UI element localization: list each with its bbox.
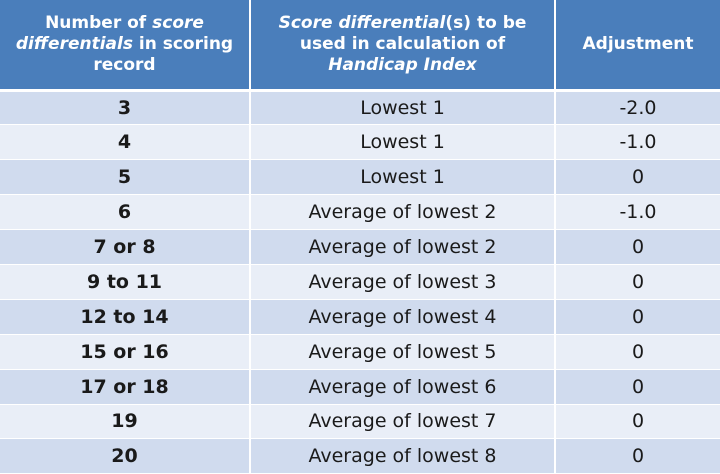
cell-used: Average of lowest 5 <box>250 334 556 370</box>
cell-count: 17 or 18 <box>0 369 251 405</box>
cell-count: 7 or 8 <box>0 229 251 265</box>
cell-count: 20 <box>0 438 251 474</box>
cell-adjustment: 0 <box>555 334 720 370</box>
cell-adjustment: 0 <box>555 159 720 196</box>
cell-used: Average of lowest 7 <box>250 404 556 440</box>
cell-adjustment: 0 <box>555 264 720 300</box>
table-row: 6 Average of lowest 2 -1.0 <box>0 194 720 231</box>
cell-used: Average of lowest 8 <box>250 438 556 474</box>
cell-used: Lowest 1 <box>250 90 556 126</box>
cell-count: 9 to 11 <box>0 264 251 300</box>
cell-used: Average of lowest 4 <box>250 299 556 335</box>
header-score-differential-count: Number of score differentials in scoring… <box>0 0 251 92</box>
header-adjustment: Adjustment <box>555 0 720 92</box>
cell-adjustment: -1.0 <box>555 124 720 161</box>
cell-count: 19 <box>0 404 251 440</box>
table-row: 4 Lowest 1 -1.0 <box>0 124 720 161</box>
cell-used: Average of lowest 6 <box>250 369 556 405</box>
cell-adjustment: 0 <box>555 299 720 335</box>
header-row: Number of score differentials in scoring… <box>0 0 720 92</box>
cell-used: Lowest 1 <box>250 124 556 161</box>
cell-count: 15 or 16 <box>0 334 251 370</box>
cell-count: 12 to 14 <box>0 299 251 335</box>
cell-used: Average of lowest 2 <box>250 194 556 231</box>
cell-adjustment: 0 <box>555 369 720 405</box>
cell-count: 3 <box>0 90 251 126</box>
cell-adjustment: 0 <box>555 438 720 474</box>
cell-count: 4 <box>0 124 251 161</box>
cell-adjustment: 0 <box>555 404 720 440</box>
cell-count: 5 <box>0 159 251 196</box>
cell-used: Average of lowest 3 <box>250 264 556 300</box>
cell-adjustment: 0 <box>555 229 720 265</box>
table-row: 3 Lowest 1 -2.0 <box>0 90 720 126</box>
table-header: Number of score differentials in scoring… <box>0 0 720 92</box>
cell-adjustment: -1.0 <box>555 194 720 231</box>
cell-used: Lowest 1 <box>250 159 556 196</box>
header-differentials-used: Score differential(s) to be used in calc… <box>250 0 556 92</box>
cell-count: 6 <box>0 194 251 231</box>
cell-used: Average of lowest 2 <box>250 229 556 265</box>
cell-adjustment: -2.0 <box>555 90 720 126</box>
